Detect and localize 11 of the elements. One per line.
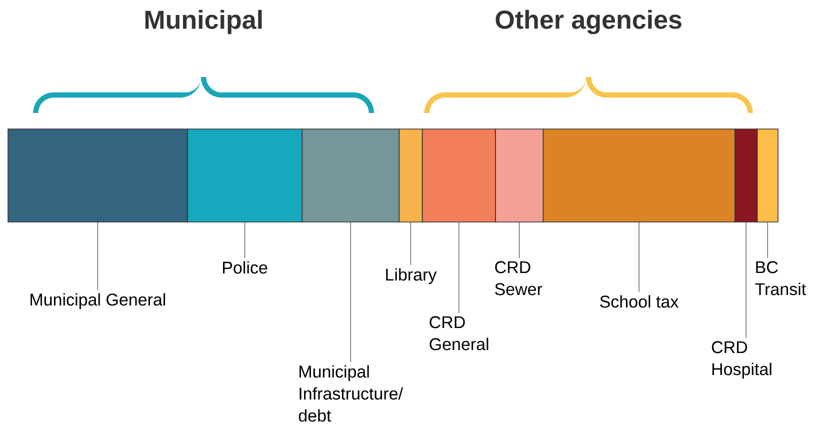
text: Municipal <box>145 10 262 34</box>
text: BC Transit <box>755 261 806 296</box>
text: School tax <box>600 295 678 308</box>
text: CRD Hospital <box>712 341 772 379</box>
text: CRD General <box>430 316 488 350</box>
text: Other agencies <box>496 10 682 34</box>
text: Library <box>386 268 437 284</box>
text: Police <box>223 261 268 274</box>
text: Municipal General <box>30 293 166 310</box>
text: Municipal Infrastructure/ debt <box>298 365 404 422</box>
text: CRD Sewer <box>495 261 542 296</box>
